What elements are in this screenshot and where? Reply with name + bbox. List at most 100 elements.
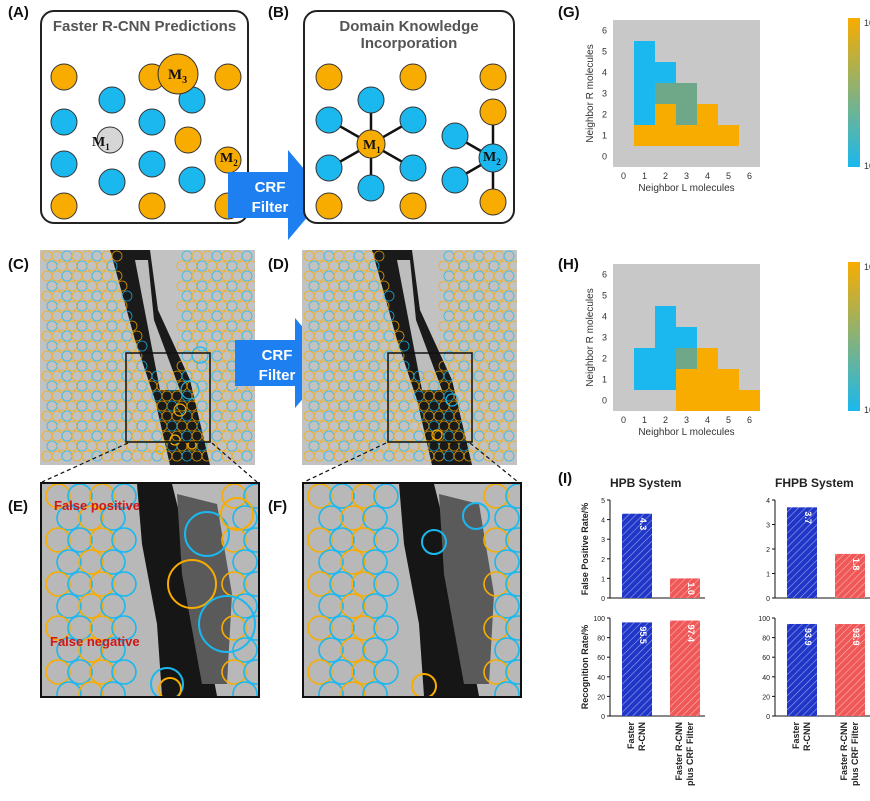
detection-circle xyxy=(221,615,247,641)
detection-circle xyxy=(243,615,258,641)
detection-circle-error xyxy=(220,497,254,531)
b-m1-label: M1 xyxy=(363,138,381,155)
x-tick-label: 0 xyxy=(621,171,626,181)
cell-R xyxy=(676,125,697,146)
detection-circle-large xyxy=(191,346,209,364)
micrograph-d-image xyxy=(302,250,517,465)
detection-circle xyxy=(241,270,253,282)
detection-circle xyxy=(241,430,253,442)
detection-circle xyxy=(503,410,515,422)
molecule-R xyxy=(399,63,427,91)
detection-circle-error xyxy=(150,667,184,696)
bar xyxy=(835,623,865,716)
bar xyxy=(787,507,817,598)
molecule-L xyxy=(98,86,126,114)
category-label: plus CRF Filter xyxy=(850,722,860,786)
y-tick-label: 3 xyxy=(601,537,605,544)
x-tick-label: 5 xyxy=(726,171,731,181)
detection-circle xyxy=(136,360,148,372)
heatmap-h: 0 1 2 3 4 5 6 0 1 2 3 4 5 6 Neighbor L molecules Neighb… xyxy=(585,262,870,438)
zoom-box xyxy=(125,352,211,443)
detection-circle xyxy=(340,505,366,531)
zoom-f xyxy=(302,482,522,698)
detection-circle xyxy=(67,527,93,553)
molecule-R xyxy=(138,192,166,220)
detection-circle xyxy=(393,330,405,342)
y-axis-label: False Positive Rate/% xyxy=(580,503,590,596)
detection-circle xyxy=(100,681,126,696)
y-tick-label: 0 xyxy=(766,714,770,721)
detection-circle xyxy=(246,400,255,412)
detection-circle xyxy=(388,320,400,332)
bar-value-label: 3.7 xyxy=(803,511,813,524)
detection-circle xyxy=(508,420,517,432)
detection-circle xyxy=(246,280,255,292)
y-tick-label: 40 xyxy=(597,675,605,682)
zoom-f-image xyxy=(304,484,520,696)
detection-circle xyxy=(494,549,520,575)
y-tick-label: 2 xyxy=(766,547,770,554)
detection-circle xyxy=(398,360,410,372)
detection-circle xyxy=(329,615,355,641)
detection-circle xyxy=(243,484,258,509)
detection-circle-large xyxy=(180,380,200,400)
zoom-box xyxy=(387,352,473,443)
molecule-L xyxy=(399,106,427,134)
detection-circle xyxy=(494,593,520,619)
detection-circle xyxy=(45,571,71,597)
bright-edge xyxy=(397,260,442,390)
y-tick-label: 1 xyxy=(766,572,770,579)
detection-circle xyxy=(56,549,82,575)
molecule-L xyxy=(50,150,78,178)
detection-circle xyxy=(111,270,123,282)
detection-circle xyxy=(116,280,128,292)
detection-circle xyxy=(89,571,115,597)
panel-label-i: (I) xyxy=(558,470,573,487)
y-tick-label: 0 xyxy=(601,714,605,721)
panel-label-d: (D) xyxy=(268,256,289,273)
cell-R xyxy=(739,390,760,411)
cell-L xyxy=(655,369,676,390)
detection-circle xyxy=(340,681,366,696)
detection-circle xyxy=(505,527,520,553)
x-tick-label: 1 xyxy=(642,415,647,425)
bar xyxy=(835,553,865,598)
detection-circle xyxy=(362,549,388,575)
detection-circle xyxy=(503,370,515,382)
detection-circle xyxy=(246,320,255,332)
colorbar-bottom-label: 100% L xyxy=(864,405,870,415)
detection-circle xyxy=(503,250,515,262)
detection-circle-large xyxy=(445,393,459,407)
detection-circle xyxy=(340,593,366,619)
category-label: R-CNN xyxy=(637,722,647,751)
detection-circle xyxy=(131,330,143,342)
cell-L xyxy=(655,306,676,327)
bar-value-label: 1.8 xyxy=(851,558,861,571)
colorbar-top-label: 100% R xyxy=(864,262,870,272)
detection-circle xyxy=(246,420,255,432)
detection-circle xyxy=(503,310,515,322)
detection-circle xyxy=(78,637,104,663)
molecule-L xyxy=(178,166,206,194)
m3-label: M3 xyxy=(168,67,188,86)
detection-circle xyxy=(111,527,137,553)
x-tick-label: 0 xyxy=(621,415,626,425)
detection-circle xyxy=(67,571,93,597)
y-tick-label: 6 xyxy=(602,270,607,280)
x-tick-label: 4 xyxy=(705,171,710,181)
detection-circle xyxy=(373,659,399,685)
molecule-L xyxy=(441,122,469,150)
detection-circle xyxy=(483,571,509,597)
category-label: Faster R-CNN xyxy=(674,722,684,781)
detection-circle xyxy=(340,549,366,575)
molecule-R xyxy=(315,63,343,91)
detection-circle xyxy=(508,380,517,392)
y-tick-label: 5 xyxy=(602,291,607,301)
micrograph-c-image xyxy=(40,250,255,465)
y-axis-label: Recognition Rate/% xyxy=(580,625,590,710)
detection-circle xyxy=(246,260,255,272)
bar xyxy=(670,620,700,716)
y-tick-label: 4 xyxy=(602,312,607,322)
detection-circle xyxy=(78,681,104,696)
category-label: Faster xyxy=(626,722,636,750)
